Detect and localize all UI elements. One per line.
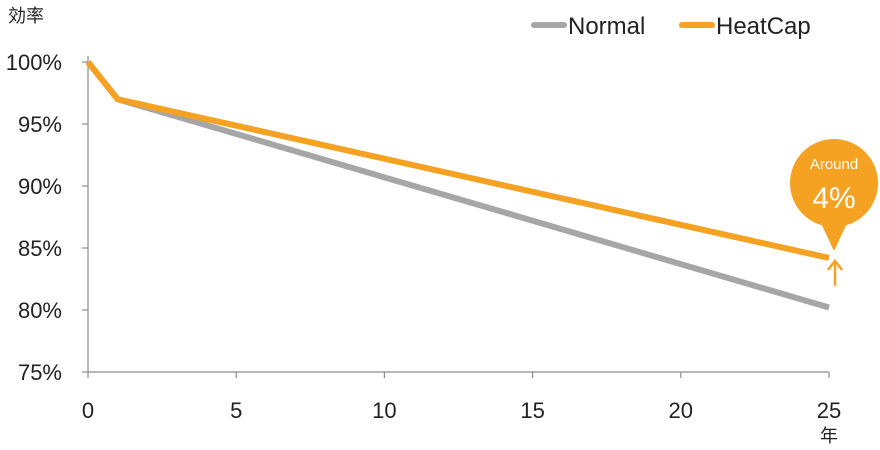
tick-labels: 75% 80% 85% 90% 95% 100% 0 5 10 15 20 25 — [6, 50, 842, 423]
callout-pointer — [820, 221, 848, 251]
y-tick-label: 85% — [18, 236, 62, 261]
y-tick-label: 75% — [18, 360, 62, 385]
callout-label-small: Around — [810, 156, 858, 173]
axes — [82, 56, 830, 378]
x-axis-label: 年 — [820, 426, 838, 445]
series-line-normal — [85, 60, 830, 311]
y-axis-label: 効率 — [8, 6, 44, 26]
y-tick-label: 90% — [18, 174, 62, 199]
legend-label-heatcap: HeatCap — [716, 13, 811, 40]
x-tick-label: 0 — [82, 398, 94, 423]
x-tick-label: 5 — [230, 398, 242, 423]
y-tick-label: 80% — [18, 298, 62, 323]
x-tick-label: 10 — [372, 398, 396, 423]
x-tick-label: 25 — [817, 398, 841, 423]
series-line-heatcap — [85, 60, 830, 261]
y-tick-label: 100% — [6, 50, 62, 75]
difference-callout: Around 4% — [790, 139, 878, 286]
callout-bubble — [790, 139, 878, 227]
x-tick-label: 15 — [520, 398, 544, 423]
y-tick-label: 95% — [18, 112, 62, 137]
x-tick-label: 20 — [669, 398, 693, 423]
difference-arrow-head — [827, 258, 843, 271]
series-lines — [85, 60, 830, 311]
callout-label-value: 4% — [812, 182, 855, 215]
legend: Normal HeatCap — [531, 13, 811, 40]
legend-label-normal: Normal — [568, 13, 645, 40]
